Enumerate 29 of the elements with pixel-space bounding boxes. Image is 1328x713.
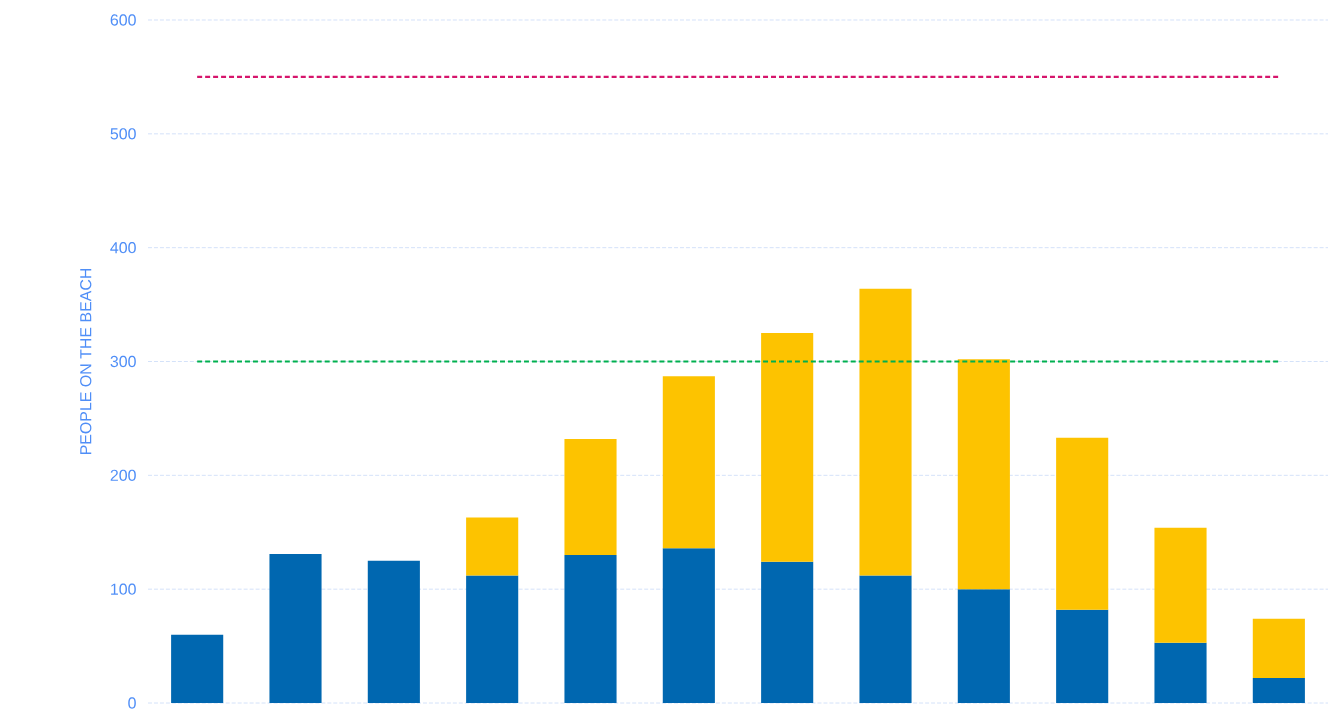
- bar: [564, 555, 617, 703]
- bar: [564, 438, 617, 556]
- bar: [1154, 642, 1207, 703]
- bar: [957, 359, 1010, 590]
- bar: [1056, 609, 1109, 703]
- bar: [761, 333, 814, 562]
- y-tick-label: 600: [110, 14, 136, 26]
- bar: [957, 589, 1010, 703]
- bar: [466, 517, 519, 576]
- bar: [761, 561, 814, 703]
- bar: [859, 575, 912, 703]
- bar: [269, 553, 322, 703]
- y-tick-label: 100: [111, 583, 136, 595]
- y-tick-label: 300: [110, 355, 136, 368]
- bar: [1252, 618, 1305, 678]
- bar: [1252, 677, 1305, 703]
- y-tick-label: 500: [110, 128, 136, 140]
- y-tick-label: 200: [110, 469, 136, 481]
- y-axis-title: PEOPLE ON THE BEACH: [80, 268, 92, 455]
- bar: [367, 560, 420, 703]
- bar: [171, 634, 224, 703]
- bar: [1154, 527, 1207, 643]
- y-tick-label: 0: [128, 697, 136, 709]
- bar: [466, 575, 519, 703]
- bar: [662, 376, 715, 549]
- bar: [662, 548, 715, 703]
- y-tick-label: 400: [110, 242, 136, 254]
- bar: [1056, 437, 1109, 610]
- bar: [859, 288, 912, 576]
